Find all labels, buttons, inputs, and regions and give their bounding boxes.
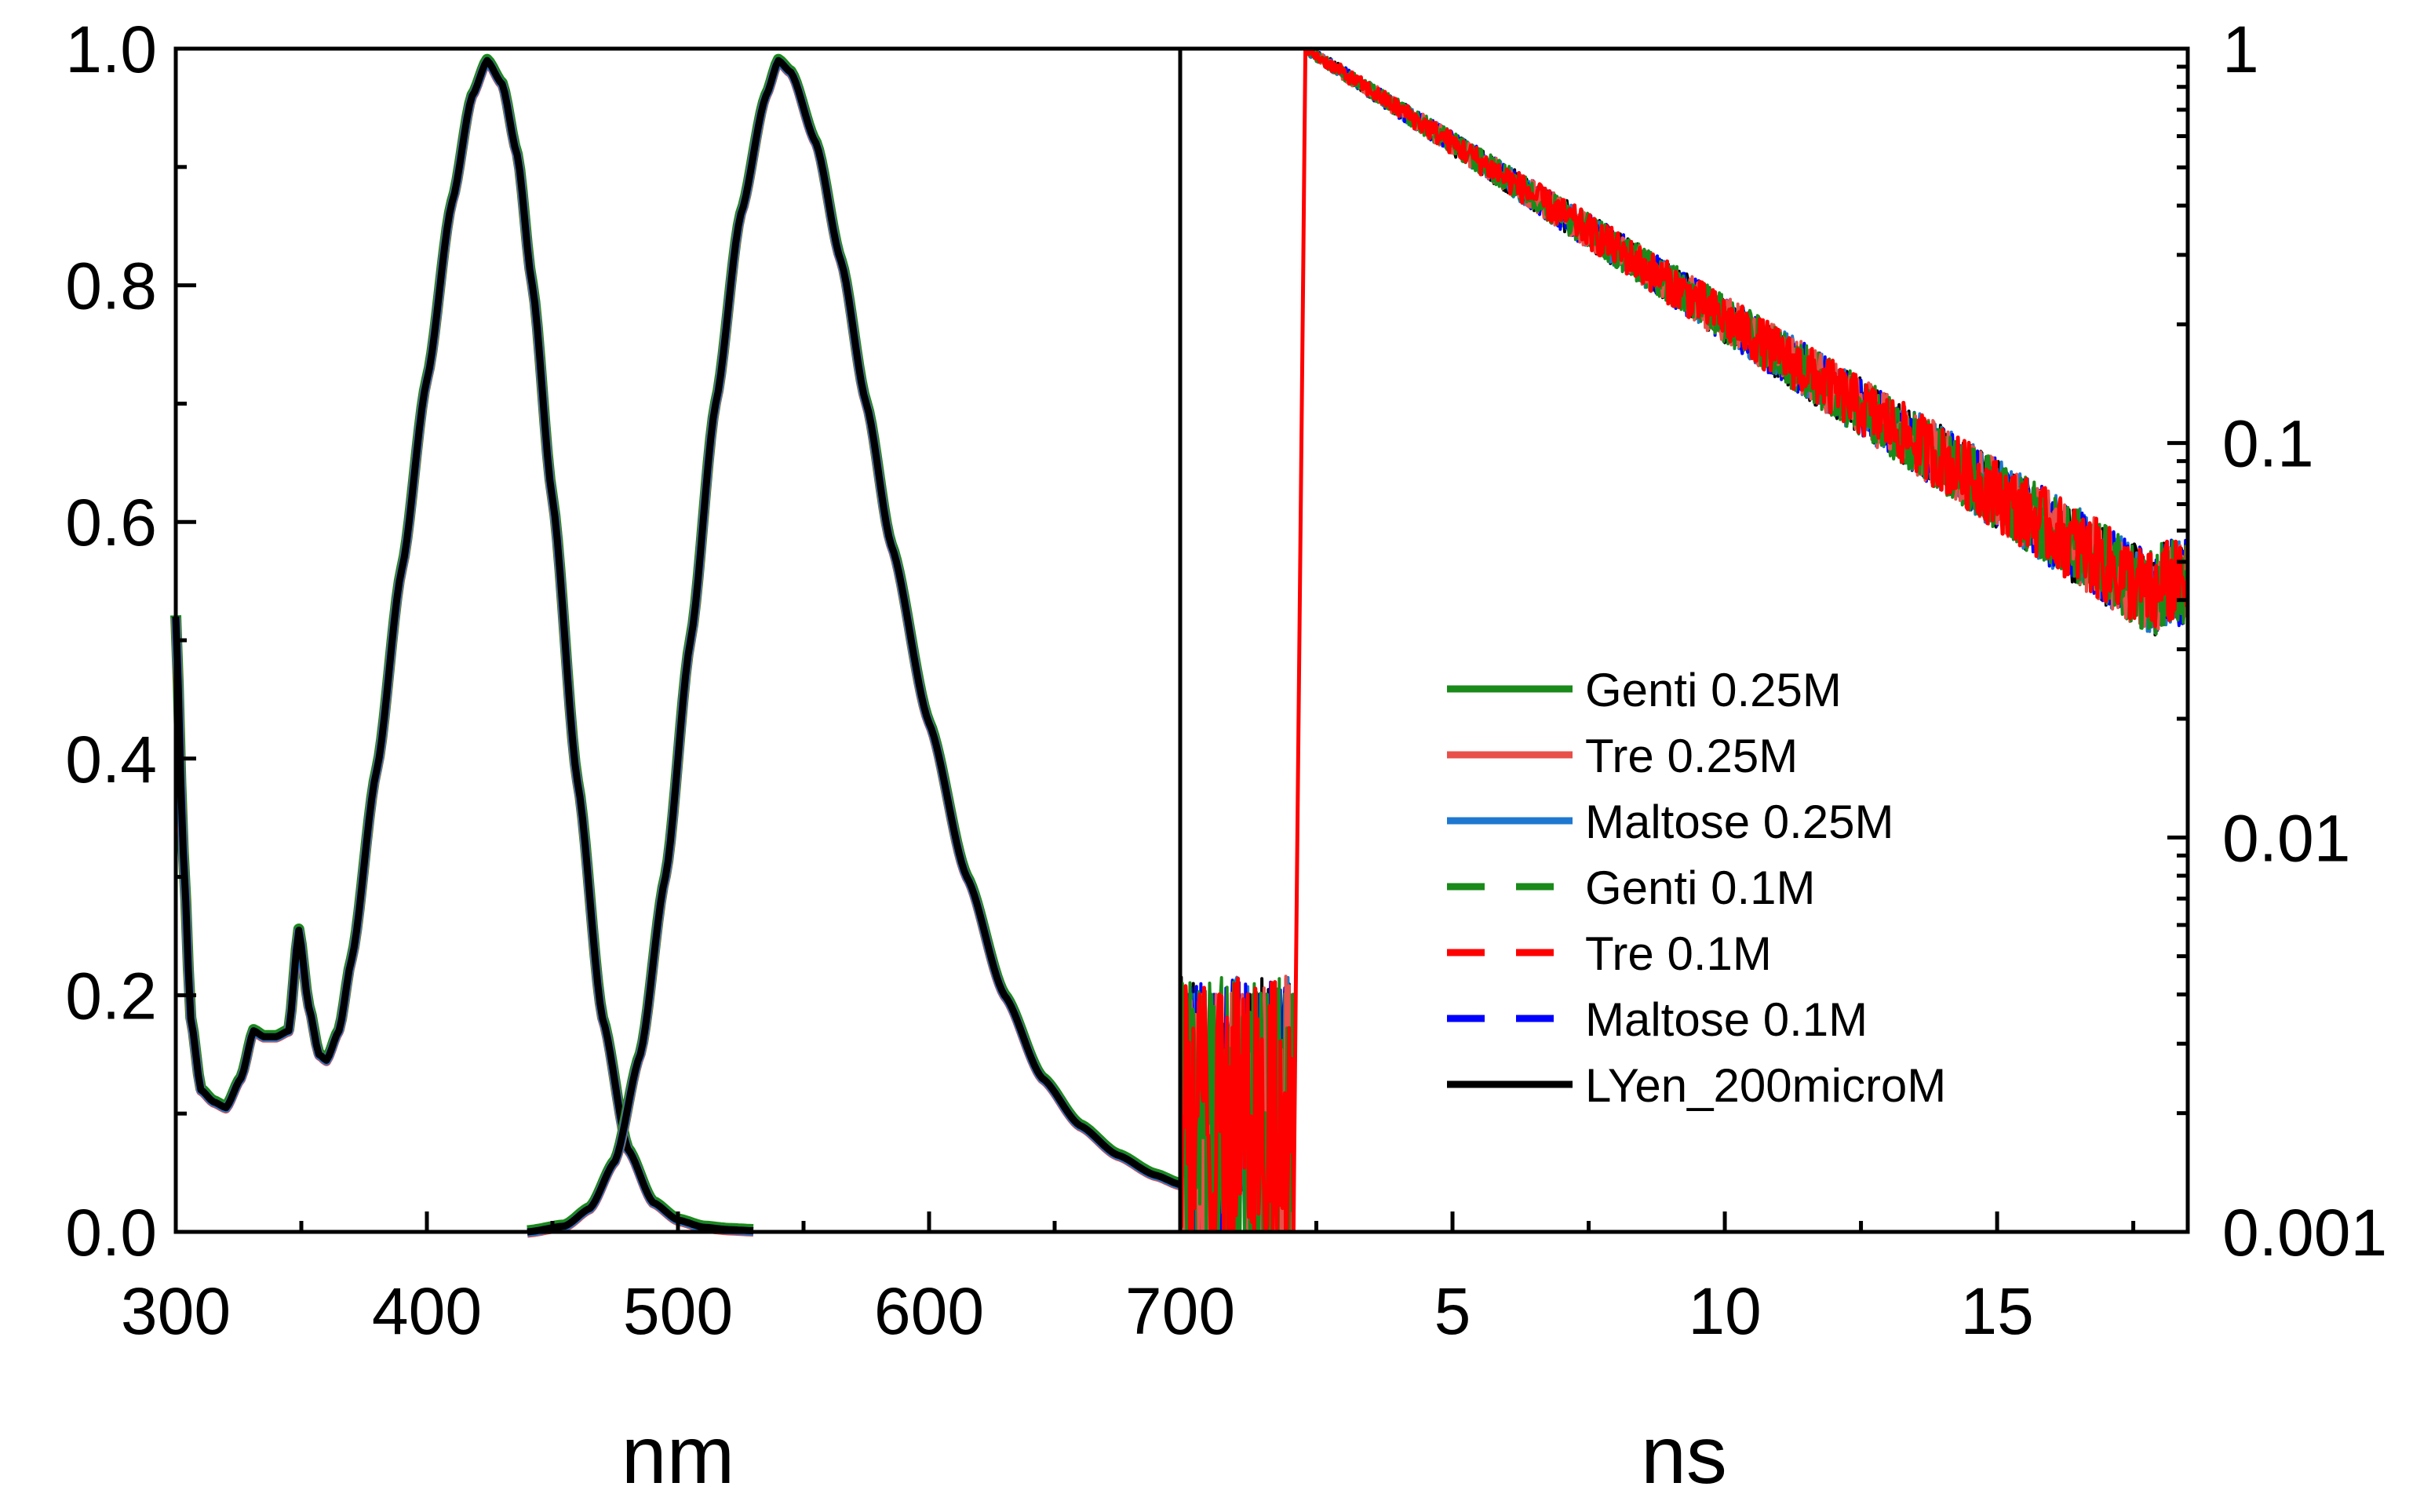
legend-label: Maltose 0.25M (1585, 796, 1894, 848)
legend: Genti 0.25M Tre 0.25M Maltose 0.25M Genti 0… (1447, 664, 1946, 1112)
left-y-tick-label: 0.2 (65, 959, 157, 1033)
legend-entry: Tre 0.25M (1447, 730, 1798, 782)
left-panel: 300 400 500 600 700 0.0 0.2 0.4 0.6 0.8 1.0 nm (65, 13, 1235, 1501)
left-series-0 (172, 56, 755, 1234)
legend-label: Tre 0.25M (1585, 730, 1798, 782)
right-x-tick-label: 15 (1960, 1274, 2033, 1348)
left-y-tick-label: 0.8 (65, 250, 157, 323)
right-panel: 5 10 15 0.001 0.01 0.1 1 ns Genti 0.25M Tre 0.… (1178, 13, 2387, 1501)
left-x-tick-label: 500 (623, 1274, 733, 1348)
right-plot-frame (1178, 46, 2190, 1234)
right-y-tick-label: 0.1 (2222, 407, 2314, 481)
legend-label: Genti 0.1M (1585, 862, 1815, 914)
legend-entry: LYen_200microM (1447, 1059, 1946, 1112)
right-y-tick-label: 0.001 (2222, 1196, 2387, 1270)
legend-entry: Genti 0.1M (1447, 862, 1815, 914)
left-y-tick-label: 0.0 (65, 1196, 157, 1270)
legend-entry: Genti 0.25M (1447, 664, 1842, 716)
left-y-tick-label: 0.6 (65, 486, 157, 559)
legend-entry: Maltose 0.1M (1447, 993, 1868, 1046)
right-data-series (1178, 46, 2190, 1234)
left-data-series (170, 53, 1183, 1238)
left-series-1 (526, 56, 1182, 1236)
right-decay-trace-6 (1178, 46, 2190, 1234)
left-x-tick-label: 700 (1125, 1274, 1235, 1348)
right-x-axis-title: ns (1641, 1410, 1727, 1501)
right-y-tick-labels: 0.001 0.01 0.1 1 (2222, 13, 2387, 1270)
right-x-tick-label: 10 (1688, 1274, 1761, 1348)
left-x-tick-label: 600 (874, 1274, 984, 1348)
left-y-tick-label: 0.4 (65, 723, 157, 796)
left-y-tick-label: 1.0 (65, 13, 157, 86)
legend-label: Maltose 0.1M (1585, 993, 1868, 1046)
left-y-tick-labels: 0.0 0.2 0.4 0.6 0.8 1.0 (65, 13, 157, 1270)
right-y-tick-label: 1 (2222, 13, 2259, 86)
legend-label: Tre 0.1M (1585, 927, 1772, 980)
legend-label: Genti 0.25M (1585, 664, 1842, 716)
legend-label: LYen_200microM (1585, 1059, 1946, 1112)
right-y-tick-label: 0.01 (2222, 801, 2351, 875)
left-x-axis-title: nm (621, 1410, 734, 1501)
right-x-tick-label: 5 (1434, 1274, 1471, 1348)
right-x-tick-labels: 5 10 15 (1434, 1274, 2034, 1348)
legend-entry: Tre 0.1M (1447, 927, 1772, 980)
left-x-tick-label: 400 (372, 1274, 482, 1348)
left-x-tick-labels: 300 400 500 600 700 (121, 1274, 1235, 1348)
legend-entry: Maltose 0.25M (1447, 796, 1894, 848)
left-x-tick-label: 300 (121, 1274, 231, 1348)
